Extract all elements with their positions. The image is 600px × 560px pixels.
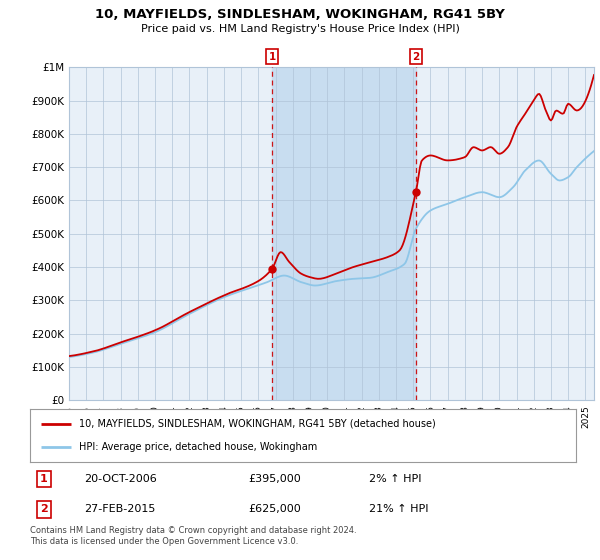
Text: 2% ↑ HPI: 2% ↑ HPI <box>368 474 421 484</box>
Text: 10, MAYFIELDS, SINDLESHAM, WOKINGHAM, RG41 5BY (detached house): 10, MAYFIELDS, SINDLESHAM, WOKINGHAM, RG… <box>79 419 436 429</box>
Text: Contains HM Land Registry data © Crown copyright and database right 2024.
This d: Contains HM Land Registry data © Crown c… <box>30 526 356 546</box>
Text: 10, MAYFIELDS, SINDLESHAM, WOKINGHAM, RG41 5BY: 10, MAYFIELDS, SINDLESHAM, WOKINGHAM, RG… <box>95 8 505 21</box>
Text: Price paid vs. HM Land Registry's House Price Index (HPI): Price paid vs. HM Land Registry's House … <box>140 24 460 34</box>
Text: 20-OCT-2006: 20-OCT-2006 <box>85 474 157 484</box>
Text: 21% ↑ HPI: 21% ↑ HPI <box>368 505 428 515</box>
Text: £395,000: £395,000 <box>248 474 301 484</box>
Bar <box>272 67 416 400</box>
Text: HPI: Average price, detached house, Wokingham: HPI: Average price, detached house, Woki… <box>79 442 317 452</box>
Text: 27-FEB-2015: 27-FEB-2015 <box>85 505 156 515</box>
Text: 2: 2 <box>412 52 419 62</box>
Text: 2: 2 <box>40 505 47 515</box>
Text: 1: 1 <box>268 52 276 62</box>
Text: £625,000: £625,000 <box>248 505 301 515</box>
Text: 1: 1 <box>40 474 47 484</box>
